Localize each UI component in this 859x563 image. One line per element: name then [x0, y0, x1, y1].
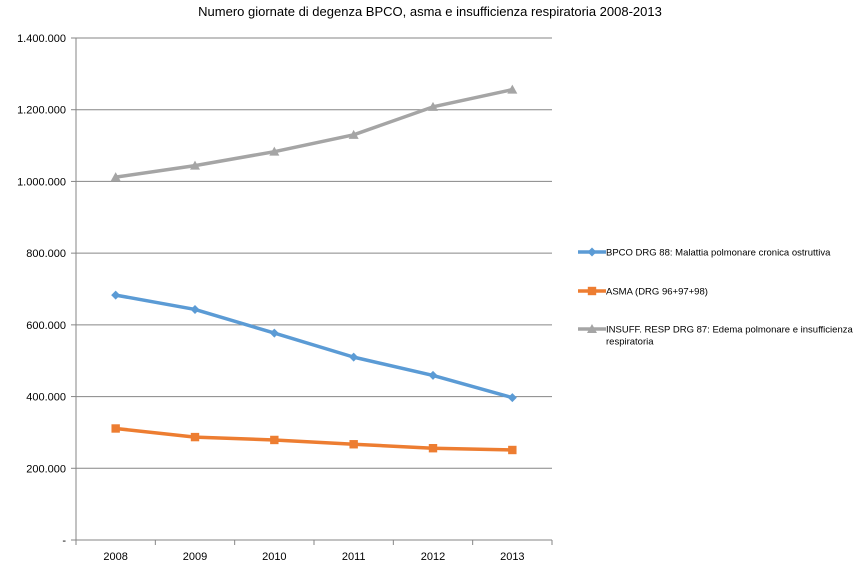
series-line	[115, 87, 513, 179]
legend: BPCO DRG 88: Malattia polmonare cronica …	[578, 247, 853, 348]
series-1	[111, 424, 517, 455]
y-tick-label: 400.000	[26, 392, 66, 404]
data-point	[428, 370, 438, 380]
data-point	[507, 393, 517, 403]
y-tick-label: 800.000	[26, 248, 66, 260]
x-tick-label: 2009	[183, 551, 207, 563]
legend-label: ASMA (DRG 96+97+98)	[606, 287, 708, 298]
y-tick-label: 1.200.000	[17, 105, 66, 117]
x-tick-label: 2010	[262, 551, 286, 563]
data-point	[269, 328, 279, 338]
series-line	[115, 293, 513, 400]
data-point	[190, 304, 200, 314]
data-point	[428, 101, 438, 111]
axes	[75, 38, 552, 541]
x-tick-label: 2011	[342, 551, 366, 563]
legend-swatch-marker	[587, 324, 597, 333]
chart-title: Numero giornate di degenza BPCO, asma e …	[198, 4, 662, 19]
grid	[76, 37, 552, 469]
data-point	[110, 172, 121, 182]
data-point	[190, 160, 200, 170]
data-point	[507, 84, 518, 94]
data-point	[269, 146, 280, 156]
legend-item: BPCO DRG 88: Malattia polmonare cronica …	[578, 247, 831, 259]
series-2	[110, 84, 518, 182]
y-tick-label: 200.000	[26, 463, 66, 475]
x-tick-label: 2012	[421, 551, 445, 563]
legend-label: INSUFF. RESP DRG 87: Edema polmonare e i…	[606, 325, 853, 336]
legend-swatch-marker	[587, 247, 597, 257]
legend-item: INSUFF. RESP DRG 87: Edema polmonare e i…	[578, 324, 853, 348]
data-point	[508, 445, 517, 455]
x-tick-label: 2013	[500, 551, 524, 563]
data-point	[349, 352, 359, 362]
series-group	[110, 84, 518, 455]
series-0	[111, 290, 517, 403]
y-tick-label: 600.000	[26, 320, 66, 332]
data-point	[348, 129, 359, 139]
x-tick-label: 2008	[103, 551, 127, 563]
legend-label: respiratoria	[606, 337, 654, 348]
legend-swatch-marker	[587, 286, 597, 296]
legend-label: BPCO DRG 88: Malattia polmonare cronica …	[606, 248, 831, 259]
data-point	[190, 432, 200, 442]
x-axis: 2008 2009 2010 2011 2012 2013	[75, 540, 553, 563]
data-point	[349, 440, 358, 449]
y-tick-label: -	[62, 535, 66, 547]
data-point	[270, 435, 279, 445]
data-point	[111, 424, 120, 433]
y-tick-label: 1.400.000	[17, 33, 66, 45]
data-point	[111, 290, 121, 300]
data-point	[428, 444, 438, 453]
y-axis: - 200.000 400.000 600.000 800.000 1.000.000 1.…	[17, 33, 76, 547]
series-line	[115, 426, 513, 452]
y-tick-label: 1.000.000	[17, 176, 66, 188]
legend-item: ASMA (DRG 96+97+98)	[578, 287, 708, 298]
